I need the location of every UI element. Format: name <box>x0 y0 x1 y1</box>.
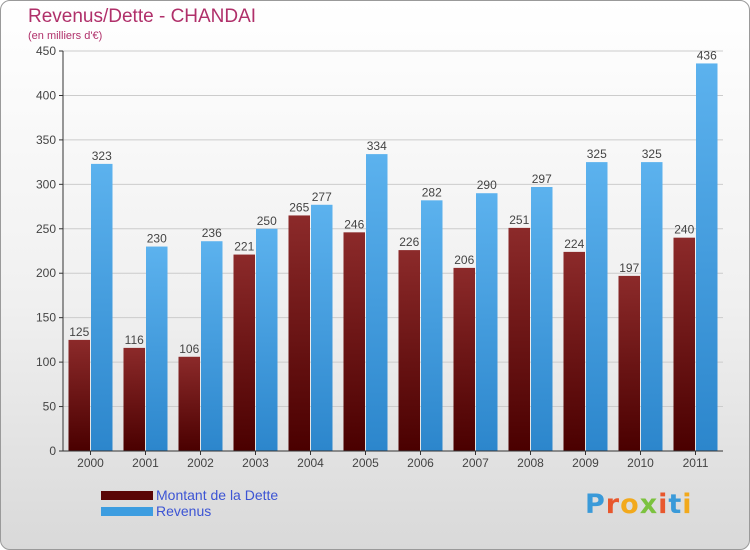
chart-subtitle: (en milliers d'€) <box>28 30 103 42</box>
x-tick-label-2006: 2006 <box>407 456 434 470</box>
bar-dette-2000 <box>68 339 90 451</box>
bar-revenus-2003 <box>256 228 278 451</box>
logo-letter: i <box>658 489 669 520</box>
proxiti-logo: Proxiti <box>585 489 693 520</box>
bar-dette-2011 <box>673 237 695 451</box>
value-label-revenus-2007: 290 <box>477 178 497 192</box>
bar-revenus-2008 <box>531 187 553 451</box>
value-label-revenus-2009: 325 <box>587 147 607 161</box>
value-label-revenus-2011: 436 <box>697 48 717 62</box>
axis-layer: 0 50 100 150 200 250 300 350 400 450 2000 2001 2002 2… <box>36 44 723 470</box>
legend-label-revenus: Revenus <box>156 503 212 519</box>
value-label-dette-2005: 246 <box>344 217 364 231</box>
x-tick-label-2000: 2000 <box>77 456 104 470</box>
x-tick-label-2009: 2009 <box>572 456 599 470</box>
bar-revenus-2006 <box>421 200 443 451</box>
y-tick-label: 0 <box>49 444 56 458</box>
y-tick-label: 50 <box>43 400 57 414</box>
bars-layer <box>68 63 718 451</box>
logo-letter: r <box>605 489 621 520</box>
logo-letter: P <box>585 489 606 520</box>
bar-dette-2005 <box>343 232 365 451</box>
y-tick-label: 250 <box>36 222 56 236</box>
y-tick-label: 350 <box>36 133 56 147</box>
legend-label-dette: Montant de la Dette <box>156 487 279 503</box>
bar-revenus-2001 <box>146 246 168 451</box>
bar-dette-2007 <box>453 267 475 451</box>
bar-revenus-2000 <box>91 163 113 451</box>
bar-dette-2010 <box>618 275 640 451</box>
bar-revenus-2007 <box>476 193 498 451</box>
y-tick-label: 150 <box>36 311 56 325</box>
value-label-revenus-2008: 297 <box>532 172 552 186</box>
x-tick-label-2007: 2007 <box>462 456 489 470</box>
y-tick-label: 450 <box>36 44 56 58</box>
value-label-revenus-2006: 282 <box>422 185 442 199</box>
value-label-revenus-2000: 323 <box>92 149 112 163</box>
bar-dette-2002 <box>178 356 200 451</box>
bar-dette-2008 <box>508 227 530 451</box>
logo-letter: t <box>668 489 683 520</box>
y-tick-label: 300 <box>36 177 56 191</box>
y-tick-label: 400 <box>36 88 56 102</box>
bar-revenus-2005 <box>366 154 388 451</box>
bar-revenus-2010 <box>641 162 663 451</box>
bar-dette-2009 <box>563 251 585 451</box>
value-label-dette-2004: 265 <box>289 200 309 214</box>
bar-revenus-2011 <box>696 63 718 451</box>
x-tick-label-2010: 2010 <box>627 456 654 470</box>
x-tick-label-2011: 2011 <box>683 456 709 470</box>
value-label-revenus-2002: 236 <box>202 226 222 240</box>
value-label-revenus-2003: 250 <box>257 214 277 228</box>
x-tick-label-2005: 2005 <box>352 456 379 470</box>
legend-swatch-revenus <box>101 507 153 516</box>
x-tick-label-2008: 2008 <box>517 456 544 470</box>
bar-dette-2006 <box>398 250 420 451</box>
legend-swatch-dette <box>101 491 153 500</box>
value-label-dette-2006: 226 <box>399 235 419 249</box>
logo-letter: x <box>639 489 659 520</box>
x-tick-label-2004: 2004 <box>297 456 324 470</box>
y-tick-label: 200 <box>36 266 56 280</box>
bar-dette-2001 <box>123 347 145 451</box>
value-label-revenus-2010: 325 <box>642 147 662 161</box>
value-label-dette-2011: 240 <box>674 223 694 237</box>
logo-letter: o <box>620 489 640 520</box>
value-label-dette-2010: 197 <box>619 261 639 275</box>
bar-revenus-2002 <box>201 241 223 451</box>
bar-revenus-2004 <box>311 204 333 451</box>
x-tick-label-2003: 2003 <box>242 456 269 470</box>
value-label-revenus-2001: 230 <box>147 232 167 246</box>
x-tick-label-2002: 2002 <box>187 456 214 470</box>
value-label-dette-2002: 106 <box>179 342 199 356</box>
logo-letter: i <box>682 489 693 520</box>
bar-revenus-2009 <box>586 162 608 451</box>
value-label-dette-2001: 116 <box>125 333 144 347</box>
value-label-dette-2008: 251 <box>509 213 529 227</box>
bar-dette-2004 <box>288 215 310 451</box>
x-tick-label-2001: 2001 <box>132 456 159 470</box>
value-label-revenus-2005: 334 <box>367 139 387 153</box>
value-label-dette-2003: 221 <box>234 240 254 254</box>
value-label-dette-2009: 224 <box>564 237 584 251</box>
value-label-revenus-2004: 277 <box>312 190 332 204</box>
value-label-dette-2000: 125 <box>69 325 89 339</box>
bar-dette-2003 <box>233 254 255 451</box>
chart-title: Revenus/Dette - CHANDAI <box>28 6 257 27</box>
grid-layer <box>63 50 723 408</box>
value-label-dette-2007: 206 <box>454 253 474 267</box>
y-tick-label: 100 <box>36 355 56 369</box>
